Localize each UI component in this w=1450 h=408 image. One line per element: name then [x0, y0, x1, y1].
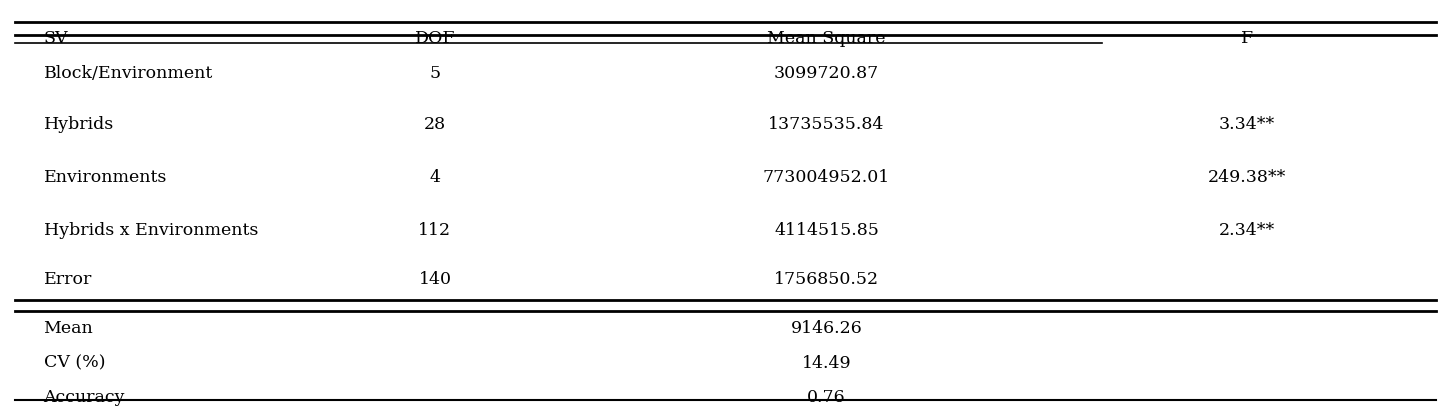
Text: 140: 140 — [419, 271, 451, 288]
Text: 3099720.87: 3099720.87 — [774, 65, 879, 82]
Text: Mean: Mean — [44, 320, 93, 337]
Text: 4114515.85: 4114515.85 — [774, 222, 879, 239]
Text: DOF: DOF — [415, 30, 455, 47]
Text: 14.49: 14.49 — [802, 355, 851, 372]
Text: CV (%): CV (%) — [44, 355, 104, 372]
Text: 9146.26: 9146.26 — [790, 320, 863, 337]
Text: 13735535.84: 13735535.84 — [768, 116, 884, 133]
Text: Block/Environment: Block/Environment — [44, 65, 213, 82]
Text: 3.34**: 3.34** — [1219, 116, 1275, 133]
Text: 5: 5 — [429, 65, 441, 82]
Text: F: F — [1241, 30, 1253, 47]
Text: 0.76: 0.76 — [808, 389, 845, 406]
Text: Error: Error — [44, 271, 91, 288]
Text: 773004952.01: 773004952.01 — [763, 169, 890, 186]
Text: 1756850.52: 1756850.52 — [774, 271, 879, 288]
Text: 4: 4 — [429, 169, 441, 186]
Text: Environments: Environments — [44, 169, 167, 186]
Text: Hybrids: Hybrids — [44, 116, 113, 133]
Text: Hybrids x Environments: Hybrids x Environments — [44, 222, 258, 239]
Text: SV: SV — [44, 30, 68, 47]
Text: 249.38**: 249.38** — [1208, 169, 1286, 186]
Text: Accuracy: Accuracy — [44, 389, 125, 406]
Text: 112: 112 — [419, 222, 451, 239]
Text: Mean Square: Mean Square — [767, 30, 886, 47]
Text: 2.34**: 2.34** — [1219, 222, 1275, 239]
Text: 28: 28 — [423, 116, 447, 133]
